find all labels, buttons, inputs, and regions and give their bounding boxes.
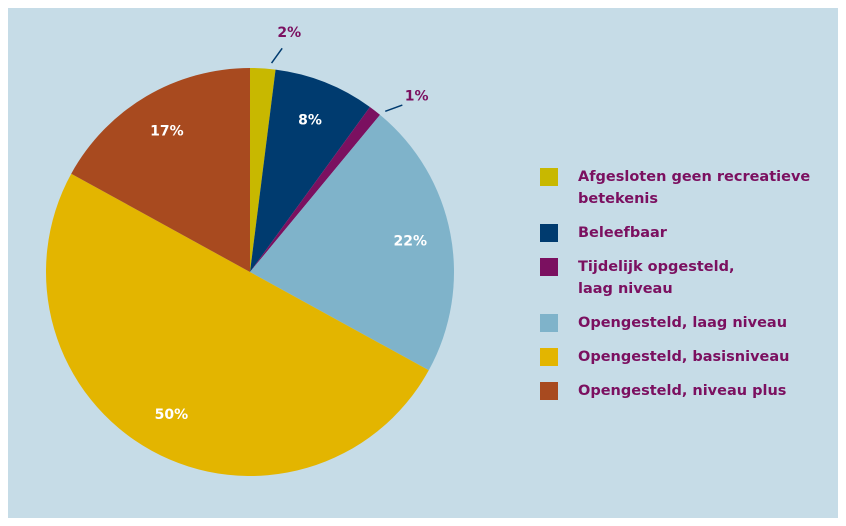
pie-slice xyxy=(250,68,276,272)
data-label: 22% xyxy=(394,233,428,249)
legend-item: Afgesloten geen recreatieve betekenis xyxy=(540,166,830,210)
legend-swatch xyxy=(540,224,558,242)
legend-label: Tijdelijk opgesteld, laag niveau xyxy=(578,259,735,297)
data-label: 1% xyxy=(405,89,429,105)
legend-label: Opengesteld, niveau plus xyxy=(578,383,787,399)
legend-swatch xyxy=(540,258,558,276)
legend-item: Opengesteld, niveau plus xyxy=(540,380,830,402)
legend-item: Tijdelijk opgesteld, laag niveau xyxy=(540,256,830,300)
data-label: 8% xyxy=(298,112,322,128)
legend-swatch xyxy=(540,314,558,332)
data-label: 50% xyxy=(155,407,189,423)
legend-swatch xyxy=(540,348,558,366)
legend-swatch xyxy=(540,168,558,186)
legend-label: Afgesloten geen recreatieve betekenis xyxy=(578,169,811,207)
pie-slice xyxy=(250,69,370,272)
data-label: 2% xyxy=(277,25,301,41)
pie-slice xyxy=(250,114,455,371)
pie-slice xyxy=(71,68,251,272)
legend-item: Opengesteld, basisniveau xyxy=(540,346,830,368)
legend-label: Opengesteld, basisniveau xyxy=(578,349,790,365)
legend-swatch xyxy=(540,382,558,400)
legend-label: Opengesteld, laag niveau xyxy=(578,315,788,331)
leader-line xyxy=(384,104,403,113)
data-label: 17% xyxy=(150,124,184,140)
pie-slice xyxy=(250,106,381,272)
legend-item: Beleefbaar xyxy=(540,222,830,244)
pie-slice xyxy=(46,173,429,477)
legend-item: Opengesteld, laag niveau xyxy=(540,312,830,334)
legend: Afgesloten geen recreatieve betekenis Bel… xyxy=(540,166,830,414)
legend-label: Beleefbaar xyxy=(578,225,667,241)
leader-line xyxy=(270,47,283,64)
